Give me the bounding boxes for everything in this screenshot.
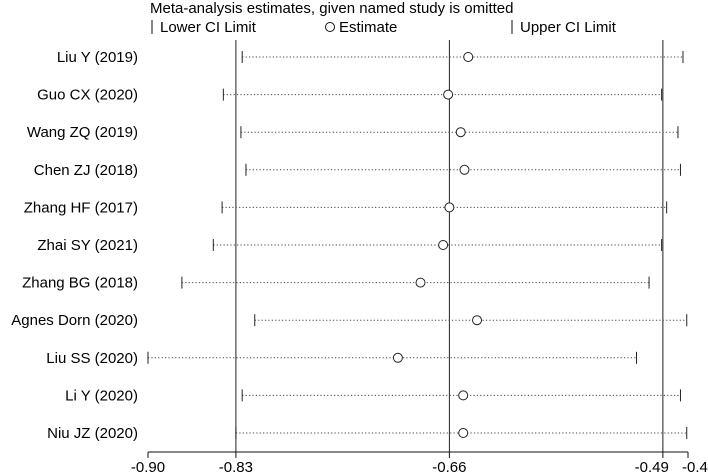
legend: Lower CI Limit Estimate Upper CI Limit [151,19,617,36]
legend-lower-label: Lower CI Limit [160,19,257,36]
estimate-marker [444,202,455,213]
x-tick-label: -0.47 [682,459,708,474]
estimate-marker [459,164,470,175]
x-tick-label: -0.83 [219,459,253,474]
study-label: Zhai SY (2021) [37,237,138,254]
estimate-marker [472,315,483,326]
study-rows: Liu Y (2019) Guo CX (2020) Wang ZQ (2019) C… [11,49,688,442]
estimate-marker [463,52,474,62]
study-label: Wang ZQ (2019) [27,124,138,141]
estimate-marker [455,127,466,138]
x-tick-label: -0.90 [131,459,165,474]
estimate-marker [443,89,454,100]
study-row: Niu JZ (2020) [47,425,688,442]
study-row: Guo CX (2020) [37,87,663,104]
legend-upper-label: Upper CI Limit [520,19,617,36]
estimate-marker [392,352,403,363]
study-label: Niu JZ (2020) [47,425,138,442]
x-tick-label: -0.66 [432,459,466,474]
x-tick-label: -0.49 [635,459,669,474]
study-label: Guo CX (2020) [37,87,138,104]
reference-lines [235,40,664,452]
study-row: Li Y (2020) [65,387,681,404]
study-row: Zhang HF (2017) [24,199,668,216]
estimate-marker [458,428,469,438]
study-row: Liu SS (2020) [46,350,638,367]
study-row: Zhang BG (2018) [22,275,650,292]
estimate-marker [415,277,426,288]
estimate-marker [458,390,469,401]
legend-estimate-marker [325,22,335,32]
x-axis: -0.90 -0.83 -0.66 -0.49 -0.47 [131,451,708,474]
study-label: Chen ZJ (2018) [34,162,138,179]
study-row: Wang ZQ (2019) [27,124,679,141]
study-label: Liu Y (2019) [57,49,138,66]
study-label: Liu SS (2020) [46,350,138,367]
study-label: Zhang BG (2018) [22,275,138,292]
study-row: Agnes Dorn (2020) [11,312,688,329]
study-row: Liu Y (2019) [57,49,684,66]
study-label: Zhang HF (2017) [24,199,138,216]
chart-title: Meta-analysis estimates, given named stu… [150,0,514,17]
study-row: Zhai SY (2021) [37,237,663,254]
estimate-marker [438,240,449,250]
study-row: Chen ZJ (2018) [34,162,681,179]
study-label: Li Y (2020) [65,387,138,404]
study-label: Agnes Dorn (2020) [11,312,138,329]
legend-estimate-label: Estimate [339,19,397,36]
